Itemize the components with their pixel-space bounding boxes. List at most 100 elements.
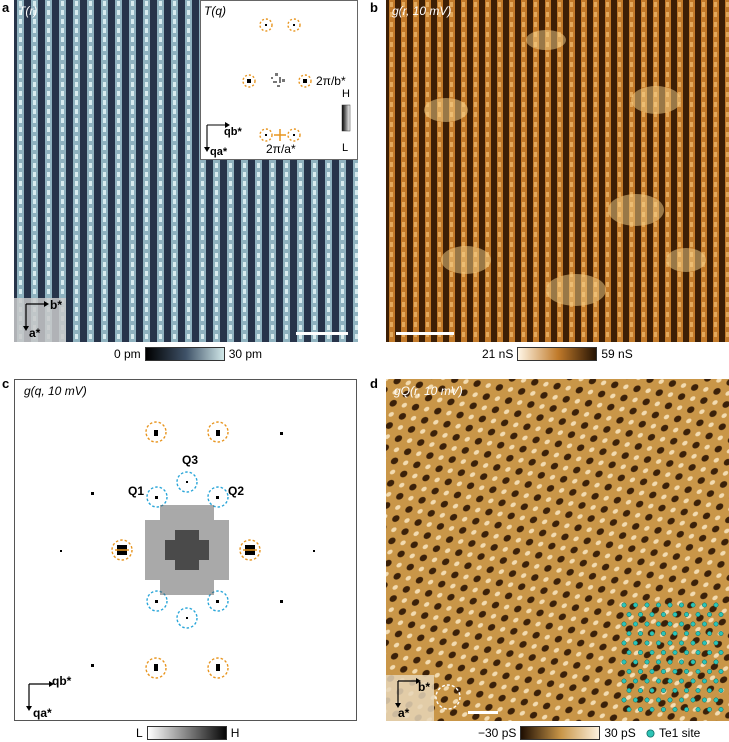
colorbar-c-gradient bbox=[146, 726, 227, 740]
te1-site-dot bbox=[707, 650, 712, 655]
axis-label-b: b* bbox=[50, 298, 62, 312]
te1-site-dot bbox=[718, 707, 724, 712]
colorbar-d-max: 30 pS bbox=[604, 726, 636, 740]
te1-site-markers bbox=[621, 602, 724, 712]
te1-site-dot bbox=[621, 659, 627, 665]
colorbar-b: 21 nS 59 nS bbox=[482, 347, 633, 361]
te1-site-dot bbox=[633, 602, 638, 608]
te1-site-dot bbox=[718, 631, 724, 636]
inset-axis-qb: qb* bbox=[224, 126, 242, 138]
te1-site-dot bbox=[633, 659, 638, 665]
te1-site-dot bbox=[656, 621, 661, 627]
te1-site-dot bbox=[713, 640, 719, 646]
te1-site-dot bbox=[690, 640, 696, 646]
colorbar-d-gradient bbox=[520, 726, 601, 740]
te1-site-dot bbox=[690, 697, 696, 703]
panel-c-image bbox=[14, 379, 357, 721]
te1-site-dot bbox=[626, 669, 632, 674]
te1-site-dot bbox=[713, 659, 719, 665]
te1-site-dot bbox=[672, 612, 678, 617]
te1-site-dot bbox=[661, 669, 666, 674]
te1-site-dot bbox=[695, 612, 701, 617]
colorbar-c-max: H bbox=[230, 726, 240, 740]
te1-site-dot bbox=[626, 650, 632, 655]
panel-a-title: T(r) bbox=[18, 4, 38, 18]
te1-site-dot bbox=[707, 688, 712, 693]
te1-site-dot bbox=[661, 650, 666, 655]
colorbar-d: −30 pS 30 pS bbox=[478, 726, 636, 740]
te1-site-dot bbox=[713, 621, 719, 627]
te1-site-dot bbox=[649, 612, 655, 617]
te1-site-dot bbox=[667, 697, 673, 703]
colorbar-b-gradient bbox=[517, 347, 598, 361]
te1-site-dot bbox=[672, 650, 678, 655]
te1-site-dot bbox=[667, 640, 673, 646]
te1-site-dot bbox=[713, 697, 719, 703]
inset-axis-qa: qa* bbox=[210, 146, 228, 158]
colorbar-c-min: L bbox=[136, 726, 143, 740]
axis-arrows-a bbox=[18, 300, 58, 340]
te1-site-dot bbox=[644, 659, 650, 665]
te1-site-dot bbox=[707, 669, 712, 674]
te1-site-dot bbox=[633, 678, 638, 684]
te1-site-dot bbox=[718, 688, 724, 693]
te1-site-dot bbox=[690, 678, 696, 684]
te1-site-dot bbox=[684, 612, 689, 617]
te1-site-dot bbox=[684, 631, 689, 636]
te1-site-dot bbox=[690, 659, 696, 665]
te1-site-dot bbox=[707, 707, 712, 712]
te1-site-dot bbox=[638, 688, 643, 693]
colorbar-a-min: 0 pm bbox=[114, 347, 141, 361]
te1-site-dot bbox=[707, 631, 712, 636]
te1-site-dot bbox=[667, 602, 673, 608]
te1-site-dot bbox=[702, 659, 707, 665]
panel-a-letter: a bbox=[2, 0, 10, 15]
te1-site-dot bbox=[684, 688, 689, 693]
te1-legend-dot bbox=[646, 729, 655, 737]
te1-site-dot bbox=[667, 621, 673, 627]
inset-label-a: 2π/a* bbox=[266, 142, 296, 156]
te1-site-dot bbox=[649, 669, 655, 674]
label-q1: Q1 bbox=[128, 484, 145, 498]
te1-site-dot bbox=[679, 621, 684, 627]
te1-site-dot bbox=[656, 602, 661, 608]
te1-site-dot bbox=[679, 602, 684, 608]
axis-label-qa: qa* bbox=[33, 706, 52, 720]
te1-site-dot bbox=[626, 631, 632, 636]
panel-d-image bbox=[386, 379, 729, 721]
te1-site-dot bbox=[638, 631, 643, 636]
te1-legend: Te1 site bbox=[646, 726, 700, 740]
te1-site-dot bbox=[690, 602, 696, 608]
te1-site-dot bbox=[672, 669, 678, 674]
te1-site-dot bbox=[649, 650, 655, 655]
te1-site-dot bbox=[702, 621, 707, 627]
te1-legend-label: Te1 site bbox=[659, 726, 701, 740]
panel-a-inset bbox=[200, 0, 358, 160]
te1-site-dot bbox=[661, 612, 666, 617]
label-q3: Q3 bbox=[182, 453, 199, 467]
te1-site-dot bbox=[644, 640, 650, 646]
te1-site-dot bbox=[679, 678, 684, 684]
axis-label-a-d: a* bbox=[398, 706, 410, 720]
te1-site-dot bbox=[661, 707, 666, 712]
te1-site-dot bbox=[661, 631, 666, 636]
panel-c-title: g(q, 10 mV) bbox=[24, 384, 87, 398]
axis-label-a: a* bbox=[29, 326, 41, 340]
te1-site-dot bbox=[649, 688, 655, 693]
te1-site-dot bbox=[667, 659, 673, 665]
te1-site-dot bbox=[679, 640, 684, 646]
panel-a-inset-title: T(q) bbox=[204, 4, 226, 18]
panel-b-letter: b bbox=[370, 0, 378, 15]
panel-b-title: g(r, 10 mV) bbox=[392, 4, 452, 18]
te1-site-dot bbox=[702, 697, 707, 703]
te1-site-dot bbox=[684, 669, 689, 674]
te1-site-dot bbox=[633, 640, 638, 646]
te1-site-dot bbox=[718, 669, 724, 674]
panel-d-title: gQ(r, 10 mV) bbox=[394, 384, 463, 398]
te1-site-dot bbox=[621, 697, 627, 703]
te1-site-dot bbox=[684, 650, 689, 655]
inset-colorbar-low: L bbox=[342, 142, 349, 154]
colorbar-a: 0 pm 30 pm bbox=[114, 347, 262, 361]
te1-site-dot bbox=[672, 688, 678, 693]
te1-site-dot bbox=[656, 678, 661, 684]
